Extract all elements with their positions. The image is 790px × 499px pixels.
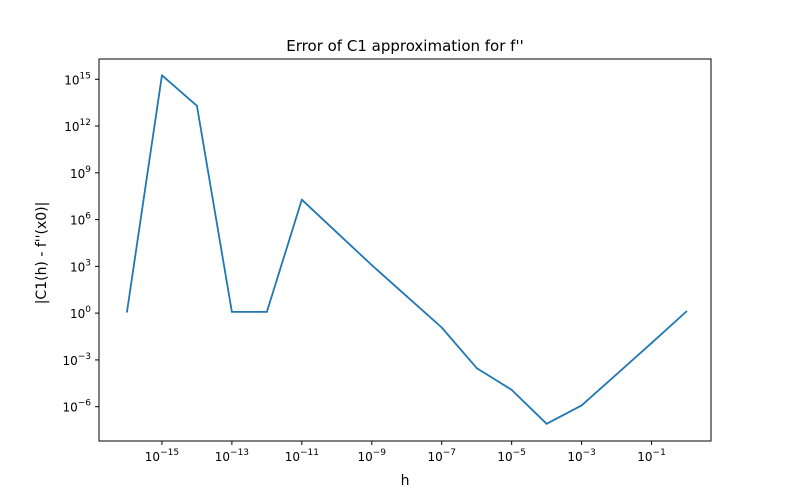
data-point: [126, 311, 128, 313]
y-tick-label: 100: [70, 305, 91, 321]
x-axis: 10−15 10−13 10−11 10−9 10−7 10−5 10−3 10−1: [145, 441, 666, 464]
data-point: [161, 74, 163, 77]
data-point: [650, 342, 653, 344]
y-axis: 10−6 10−3 100 103 106 109 1012 1015: [62, 71, 99, 415]
x-tick-label: 10−13: [215, 448, 249, 464]
data-point: [335, 231, 338, 234]
data-point: [685, 310, 688, 313]
chart-title: Error of C1 approximation for f'': [286, 37, 523, 55]
data-point: [405, 295, 408, 298]
data-point: [196, 104, 198, 107]
x-axis-label: h: [401, 473, 410, 489]
y-tick-label: 109: [70, 165, 91, 181]
y-tick-label: 10−3: [62, 352, 91, 368]
data-point: [545, 422, 548, 425]
y-axis-label: |C1(h) - f''(x0)|: [34, 202, 50, 305]
plot-area: [126, 74, 688, 425]
x-tick-label: 10−5: [497, 448, 526, 464]
x-tick-label: 10−9: [357, 448, 386, 464]
x-tick-label: 10−3: [567, 448, 596, 464]
x-tick-label: 10−1: [637, 448, 666, 464]
data-point: [370, 264, 373, 267]
y-tick-label: 103: [70, 258, 91, 274]
data-point: [475, 367, 478, 369]
plot-frame: [98, 58, 712, 442]
data-point: [265, 311, 268, 313]
data-point: [230, 311, 233, 313]
y-tick-label: 1012: [64, 118, 91, 134]
y-tick-label: 10−6: [62, 399, 91, 415]
data-point: [615, 373, 618, 376]
data-point: [580, 404, 583, 407]
y-tick-label: 106: [70, 212, 91, 228]
data-point: [300, 198, 303, 201]
x-tick-label: 10−11: [285, 448, 319, 464]
data-point: [440, 326, 443, 329]
data-point: [510, 388, 513, 391]
x-tick-label: 10−15: [145, 448, 179, 464]
y-tick-label: 1015: [64, 71, 91, 87]
x-tick-label: 10−7: [427, 448, 456, 464]
